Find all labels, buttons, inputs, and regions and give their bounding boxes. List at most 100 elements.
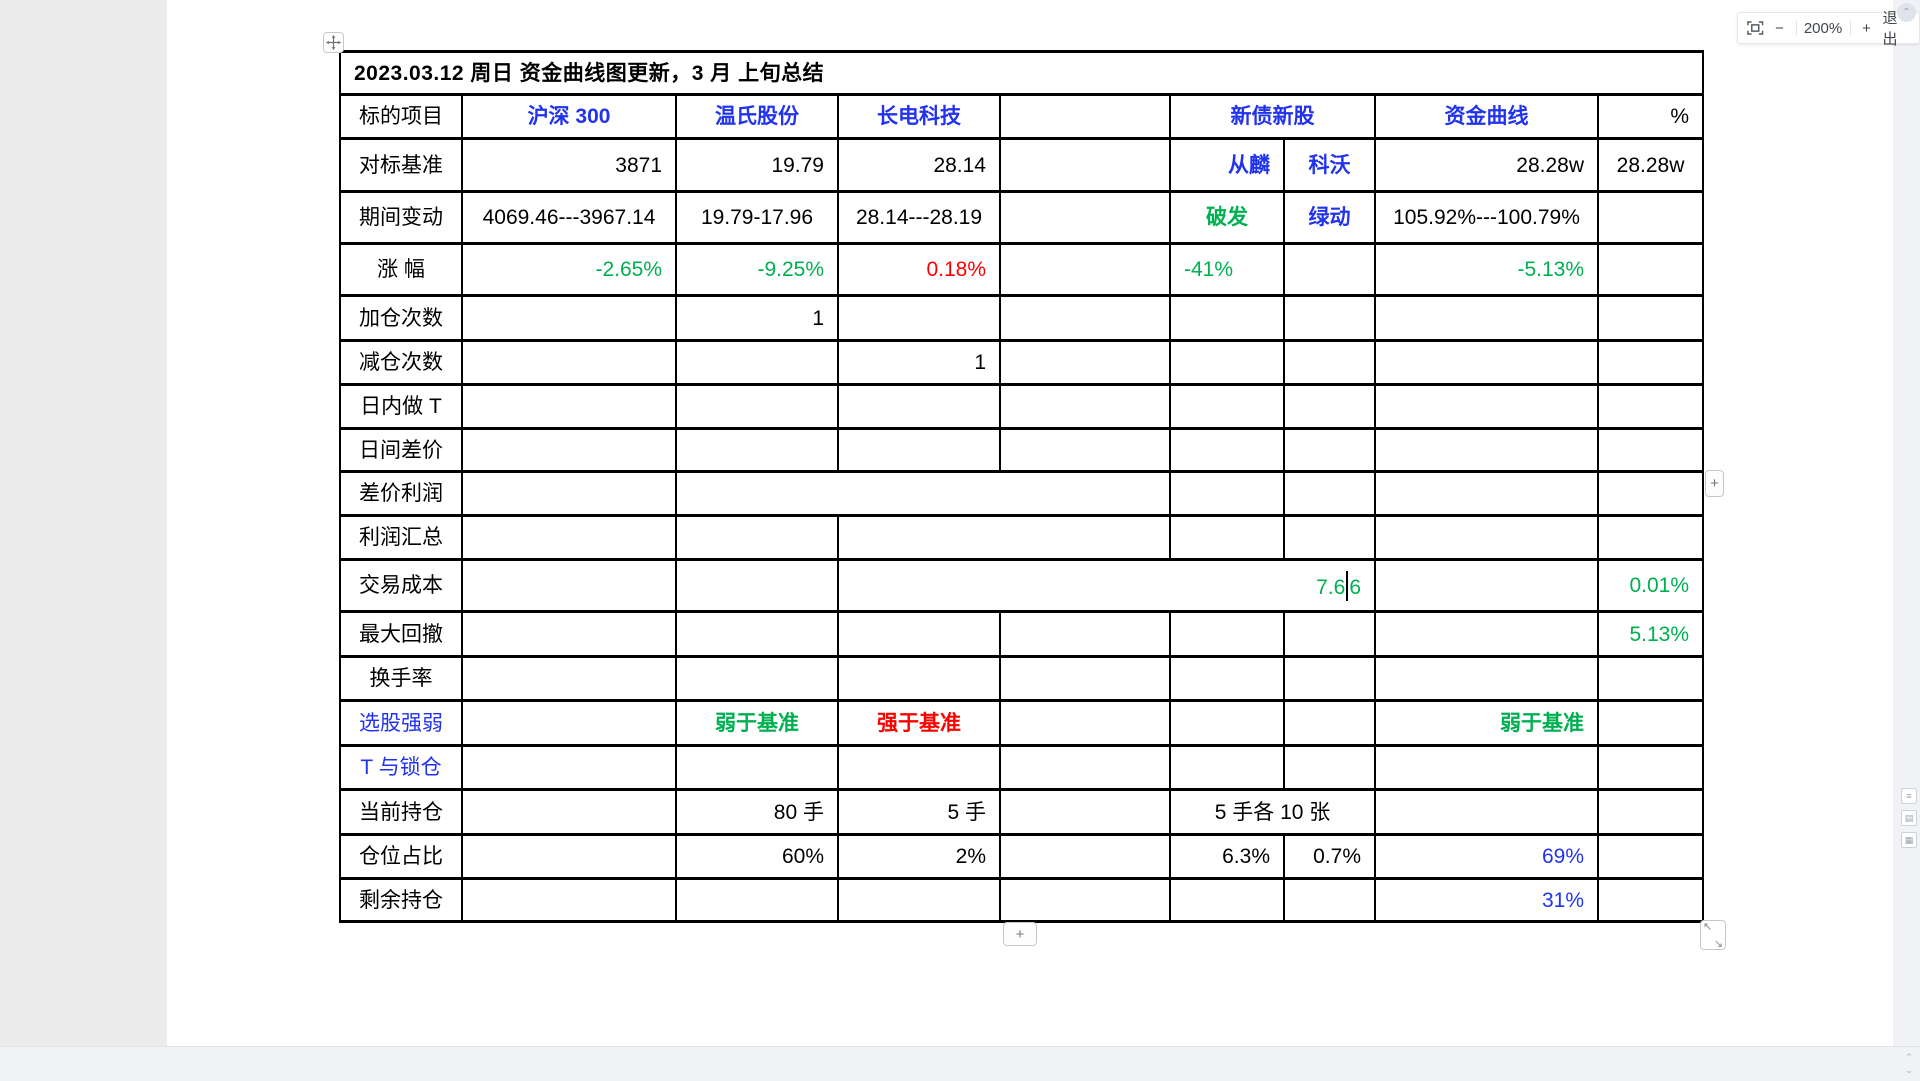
table-cell[interactable]	[837, 877, 1001, 923]
row-label-cell[interactable]: 加仓次数	[339, 294, 463, 342]
row-label-cell[interactable]: 交易成本	[339, 558, 463, 613]
row-label-cell[interactable]: 标的项目	[339, 93, 463, 140]
table-cell[interactable]	[837, 514, 1171, 561]
table-cell[interactable]: 69%	[1374, 833, 1599, 880]
sidebar-widget-icon[interactable]: ≡	[1901, 788, 1917, 804]
table-cell[interactable]	[1597, 470, 1704, 517]
table-cell[interactable]: 28.14	[837, 137, 1001, 193]
table-cell[interactable]	[1169, 610, 1285, 658]
table-cell[interactable]	[999, 242, 1171, 297]
table-cell[interactable]: 105.92%---100.79%	[1374, 190, 1599, 245]
table-cell[interactable]: -2.65%	[461, 242, 677, 297]
table-cell[interactable]: 新债新股	[1169, 93, 1376, 140]
table-cell[interactable]	[999, 833, 1171, 880]
table-cell[interactable]	[1169, 655, 1285, 702]
table-cell[interactable]: -9.25%	[675, 242, 839, 297]
sidebar-widget-icon[interactable]: ▦	[1901, 832, 1917, 848]
table-cell[interactable]: 7.6 6	[837, 558, 1376, 613]
table-cell[interactable]	[1169, 383, 1285, 430]
table-cell[interactable]: 弱于基准	[675, 699, 839, 747]
table-cell[interactable]: 5 手	[837, 788, 1001, 836]
table-cell[interactable]	[1374, 558, 1599, 613]
table-cell[interactable]	[461, 744, 677, 791]
table-cell[interactable]: 1	[837, 339, 1001, 386]
table-cell[interactable]: 长电科技	[837, 93, 1001, 140]
table-move-handle[interactable]	[323, 32, 344, 53]
table-cell[interactable]: -41%	[1169, 242, 1285, 297]
table-cell[interactable]	[837, 383, 1001, 430]
table-cell[interactable]	[1169, 339, 1285, 386]
zoom-in-button[interactable]: +	[1862, 19, 1871, 37]
table-cell[interactable]	[461, 514, 677, 561]
table-cell[interactable]	[1283, 294, 1376, 342]
table-cell[interactable]: 弱于基准	[1374, 699, 1599, 747]
table-cell[interactable]	[1374, 383, 1599, 430]
table-cell[interactable]	[461, 470, 677, 517]
table-cell[interactable]	[1374, 470, 1599, 517]
sidebar-widget-icon[interactable]: ▤	[1901, 810, 1917, 826]
table-cell[interactable]	[1374, 655, 1599, 702]
table-cell[interactable]	[1169, 877, 1285, 923]
row-label-cell[interactable]: 仓位占比	[339, 833, 463, 880]
scroll-page-up-icon[interactable]: ⌃	[1905, 1051, 1913, 1062]
table-cell[interactable]	[999, 383, 1171, 430]
table-cell[interactable]: 28.28w	[1597, 137, 1704, 193]
table-cell[interactable]	[999, 339, 1171, 386]
table-cell[interactable]: 28.14---28.19	[837, 190, 1001, 245]
table-cell[interactable]	[675, 610, 839, 658]
add-row-button[interactable]: +	[1003, 922, 1037, 946]
table-cell[interactable]: 60%	[675, 833, 839, 880]
table-cell[interactable]	[461, 610, 677, 658]
table-cell[interactable]: 28.28w	[1374, 137, 1599, 193]
table-cell[interactable]: 0.18%	[837, 242, 1001, 297]
table-cell[interactable]	[1374, 427, 1599, 473]
table-cell[interactable]: 科沃	[1283, 137, 1376, 193]
row-label-cell[interactable]: 利润汇总	[339, 514, 463, 561]
table-cell[interactable]: 0.01%	[1597, 558, 1704, 613]
table-cell[interactable]	[1169, 427, 1285, 473]
vertical-scrollbar[interactable]	[1893, 0, 1920, 1080]
table-cell[interactable]	[999, 655, 1171, 702]
table-cell[interactable]	[1597, 242, 1704, 297]
table-cell[interactable]	[1169, 514, 1285, 561]
table-cell[interactable]: 资金曲线	[1374, 93, 1599, 140]
table-cell[interactable]	[461, 788, 677, 836]
row-label-cell[interactable]: 涨 幅	[339, 242, 463, 297]
table-cell[interactable]	[1283, 699, 1376, 747]
table-cell[interactable]: 0.7%	[1283, 833, 1376, 880]
row-label-cell[interactable]: 日内做 T	[339, 383, 463, 430]
table-cell[interactable]	[461, 558, 677, 613]
table-cell[interactable]	[999, 877, 1171, 923]
table-cell[interactable]	[675, 470, 1171, 517]
table-cell[interactable]	[1283, 610, 1376, 658]
table-cell[interactable]	[1597, 427, 1704, 473]
table-cell[interactable]	[837, 655, 1001, 702]
table-cell[interactable]: 绿动	[1283, 190, 1376, 245]
table-cell[interactable]: 沪深 300	[461, 93, 677, 140]
table-cell[interactable]	[1374, 339, 1599, 386]
table-cell[interactable]	[999, 427, 1171, 473]
table-cell[interactable]	[1597, 655, 1704, 702]
scroll-up-button[interactable]: ⌃	[1897, 3, 1916, 22]
table-cell[interactable]	[837, 610, 1001, 658]
table-cell[interactable]: %	[1597, 93, 1704, 140]
table-cell[interactable]: 31%	[1374, 877, 1599, 923]
table-cell[interactable]	[675, 383, 839, 430]
table-cell[interactable]	[999, 610, 1171, 658]
row-label-cell[interactable]: 当前持仓	[339, 788, 463, 836]
table-cell[interactable]: 19.79	[675, 137, 839, 193]
row-label-cell[interactable]: 期间变动	[339, 190, 463, 245]
table-cell[interactable]: 5 手各 10 张	[1169, 788, 1376, 836]
table-cell[interactable]: 4069.46---3967.14	[461, 190, 677, 245]
row-label-cell[interactable]: 最大回撤	[339, 610, 463, 658]
table-cell[interactable]	[1597, 744, 1704, 791]
table-cell[interactable]	[1283, 470, 1376, 517]
row-label-cell[interactable]: 减仓次数	[339, 339, 463, 386]
table-cell[interactable]	[999, 93, 1171, 140]
table-cell[interactable]	[1597, 833, 1704, 880]
table-cell[interactable]	[461, 655, 677, 702]
table-cell[interactable]: 强于基准	[837, 699, 1001, 747]
table-cell[interactable]	[999, 137, 1171, 193]
row-label-cell[interactable]: 选股强弱	[339, 699, 463, 747]
table-cell[interactable]: 温氏股份	[675, 93, 839, 140]
